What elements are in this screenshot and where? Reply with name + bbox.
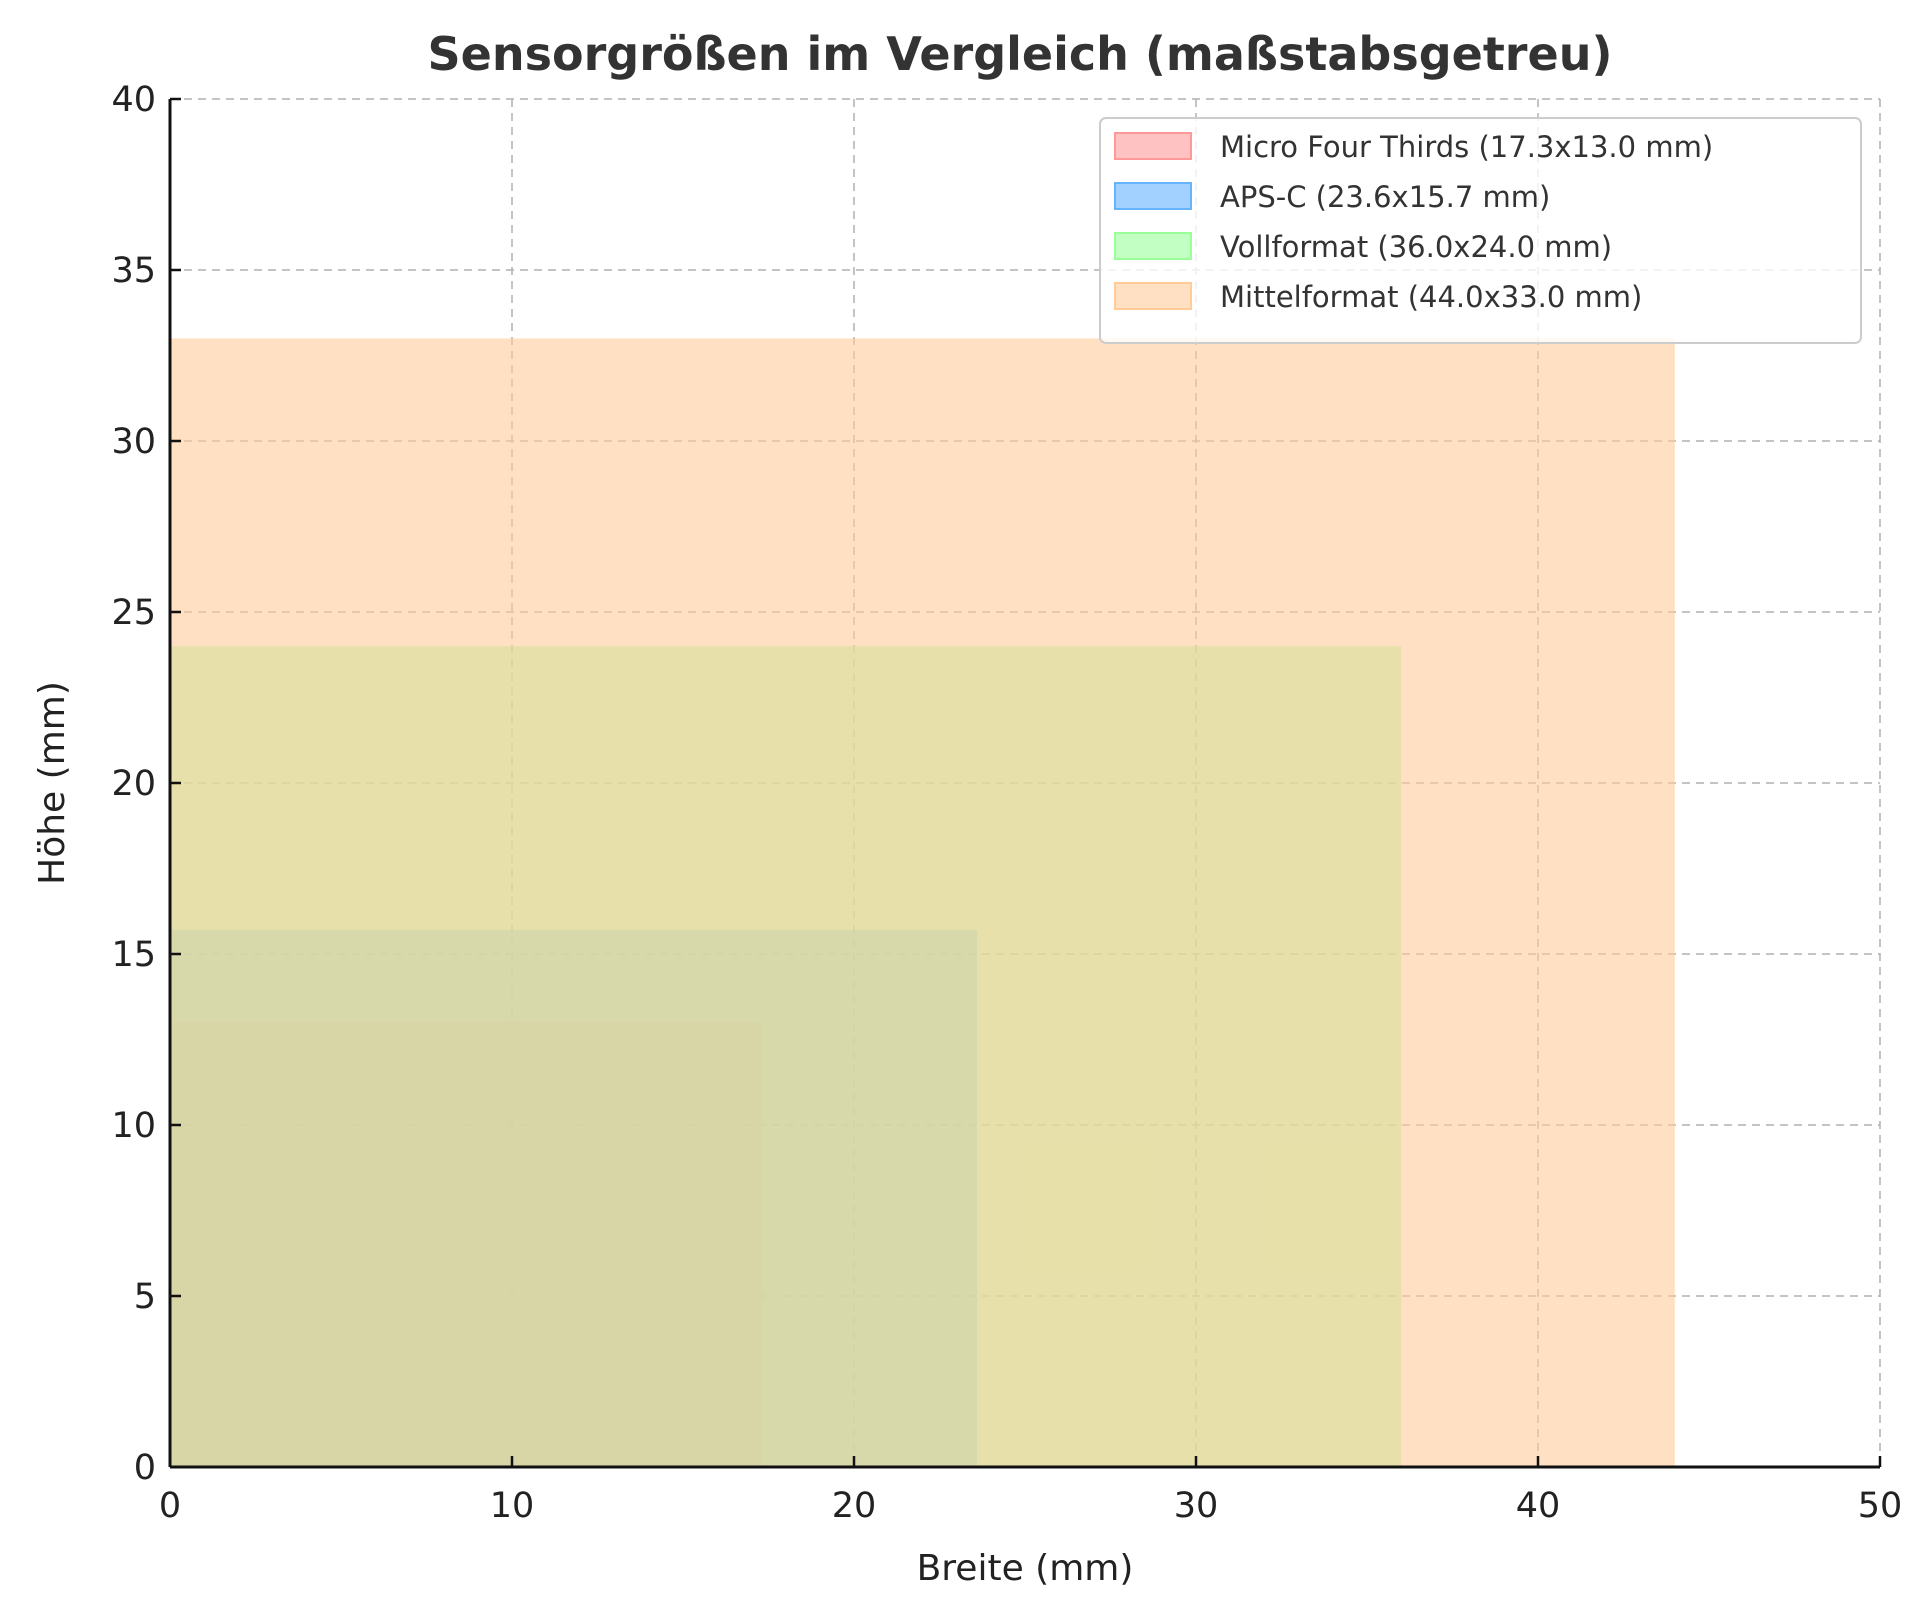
y-tick-label: 0	[134, 1448, 156, 1488]
y-tick-label: 30	[111, 422, 156, 462]
legend-swatch	[1114, 132, 1192, 160]
legend-label: Mittelformat (44.0x33.0 mm)	[1220, 280, 1642, 314]
x-tick-label: 20	[832, 1486, 877, 1526]
x-tick-label: 30	[1174, 1486, 1219, 1526]
x-axis-label: Breite (mm)	[917, 1548, 1134, 1589]
y-axis-label: Höhe (mm)	[32, 681, 73, 885]
y-tick-label: 15	[111, 935, 156, 975]
legend-swatch	[1114, 182, 1192, 210]
y-tick-label: 20	[111, 764, 156, 804]
legend-swatch	[1114, 282, 1192, 310]
sensor-rect-3	[170, 338, 1675, 1467]
legend-label: APS-C (23.6x15.7 mm)	[1220, 180, 1550, 214]
x-tick-label: 40	[1516, 1486, 1561, 1526]
x-tick-label: 50	[1858, 1486, 1903, 1526]
legend-label: Micro Four Thirds (17.3x13.0 mm)	[1220, 130, 1713, 164]
legend: Micro Four Thirds (17.3x13.0 mm) APS-C (2…	[1099, 117, 1862, 344]
y-tick-label: 35	[111, 251, 156, 291]
x-tick-label: 0	[159, 1486, 181, 1526]
y-tick-label: 40	[111, 80, 156, 120]
axes: 0 10 20 30 40 50 0 5 10 15 20 25 30 35 40	[111, 80, 1902, 1526]
legend-swatch	[1114, 232, 1192, 260]
legend-label: Vollformat (36.0x24.0 mm)	[1220, 230, 1612, 264]
y-tick-label: 5	[134, 1277, 156, 1317]
chart-title: Sensorgrößen im Vergleich (maßstabsgetre…	[428, 27, 1613, 81]
x-tick-label: 10	[490, 1486, 535, 1526]
sensor-rectangles	[170, 338, 1675, 1467]
y-tick-label: 10	[111, 1106, 156, 1146]
y-tick-label: 25	[111, 593, 156, 633]
